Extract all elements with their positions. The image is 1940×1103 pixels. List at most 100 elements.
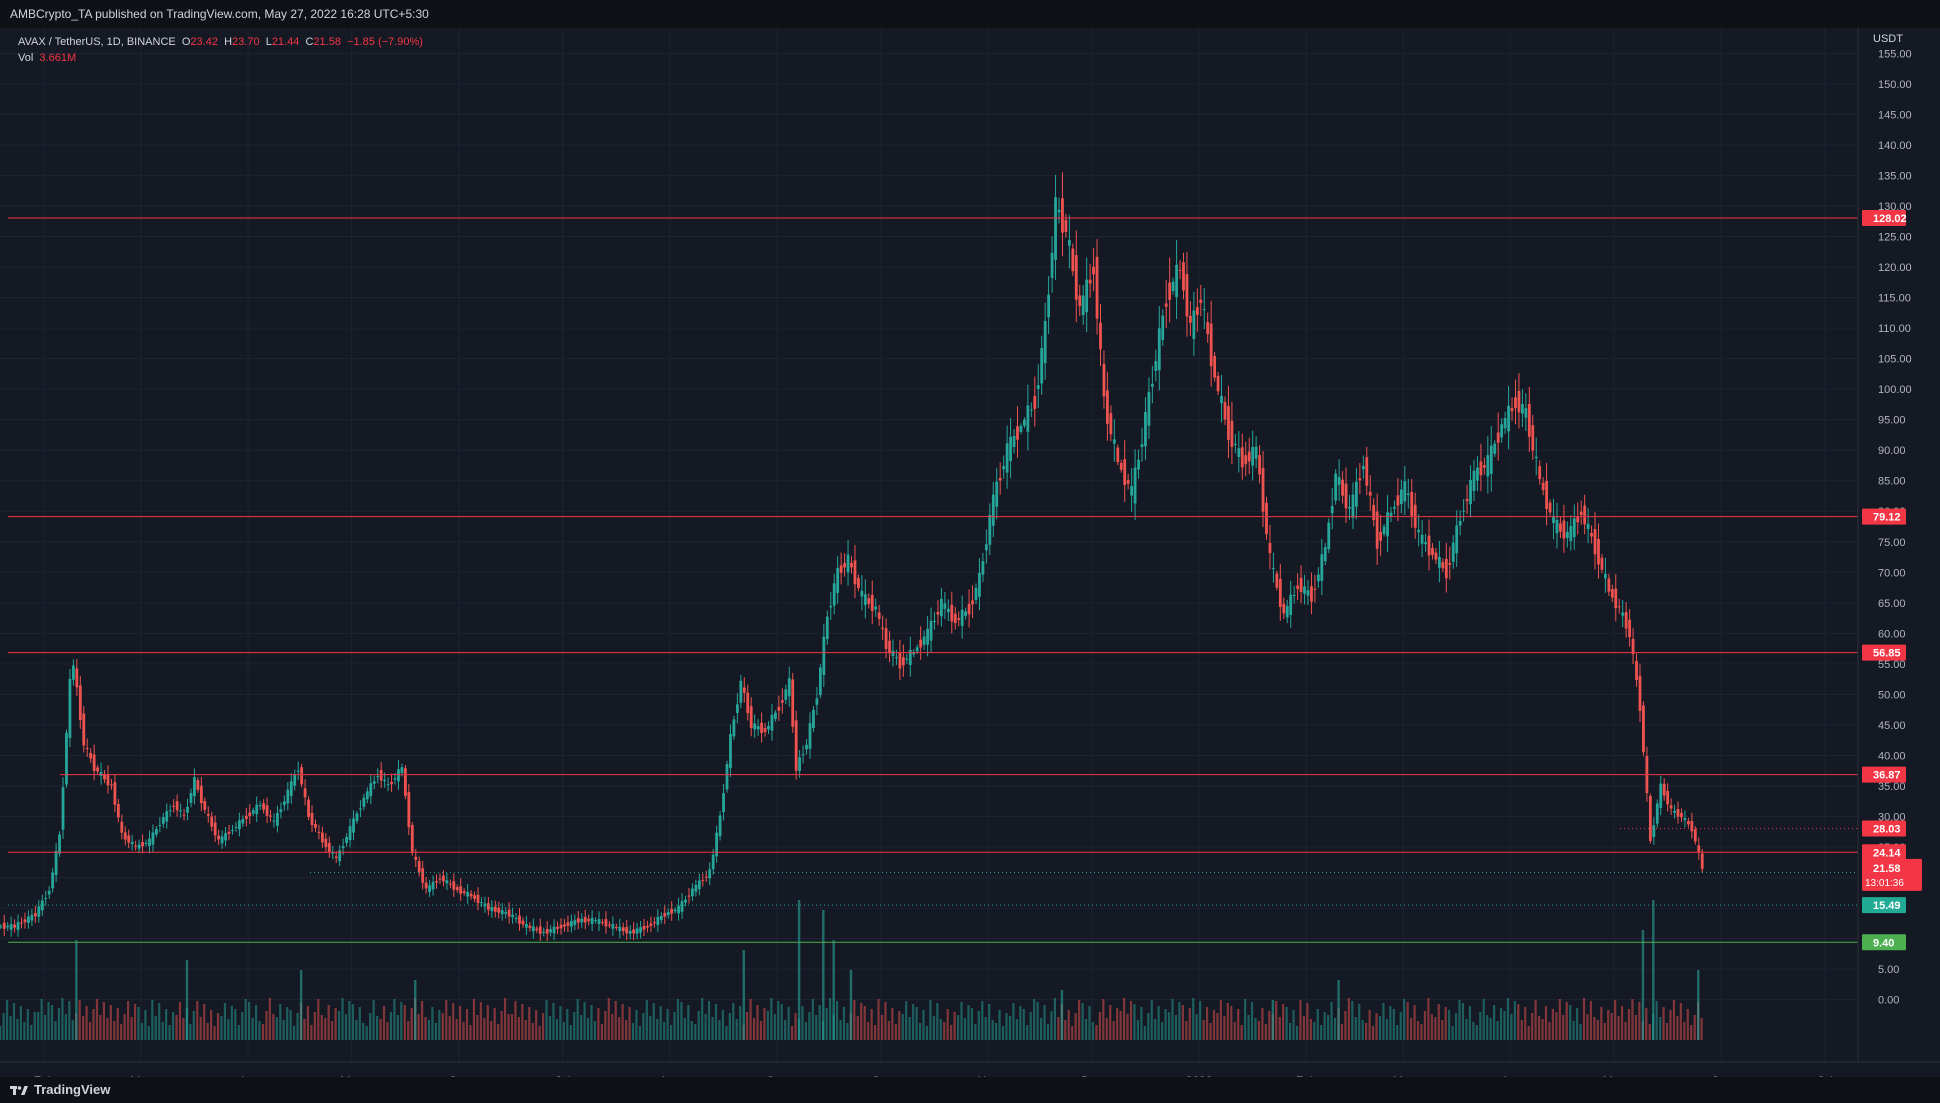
candle-body — [262, 803, 265, 810]
volume-bar — [704, 1014, 707, 1040]
volume-bar — [559, 1006, 562, 1040]
candle-body — [791, 679, 795, 727]
candle-body — [20, 922, 23, 924]
candle-body — [1403, 481, 1407, 502]
volume-bar — [728, 1013, 731, 1040]
candle-body — [1344, 483, 1348, 509]
volume-bar — [334, 1008, 337, 1040]
candle-body — [1029, 409, 1033, 411]
candle-body — [545, 928, 549, 934]
candle-body — [525, 923, 528, 928]
volume-bar — [1309, 1019, 1312, 1040]
candle-body — [1642, 705, 1645, 753]
candle-body — [1268, 542, 1272, 554]
volume-bar — [1375, 1013, 1378, 1040]
candle-body — [158, 825, 162, 827]
candle-body — [857, 577, 860, 588]
volume-bar — [23, 1022, 26, 1040]
candle-body — [507, 909, 511, 917]
candle-body — [1130, 486, 1134, 496]
candle-body — [922, 636, 926, 645]
candle-body — [573, 920, 577, 925]
volume-bar — [465, 1009, 469, 1040]
volume-bar — [1067, 1010, 1070, 1040]
chart-area[interactable]: USDT 155.00 150.00 145.00 140.00 135.00 130.00… — [0, 28, 1940, 1077]
candle-body — [58, 834, 61, 854]
volume-bar — [586, 1018, 590, 1040]
volume-bar — [548, 1016, 552, 1040]
candle-body — [1033, 396, 1037, 409]
candle-body — [1666, 790, 1670, 805]
volume-bar — [1513, 1001, 1516, 1040]
candle-body — [37, 906, 41, 917]
volume-bar — [1116, 1008, 1119, 1040]
volume-bar — [569, 1025, 572, 1040]
volume-bar — [503, 998, 507, 1040]
candle-body — [687, 895, 691, 897]
volume-bar — [106, 1018, 109, 1040]
symbol-label[interactable]: AVAX / TetherUS, 1D, BINANCE — [18, 36, 176, 48]
volume-bar — [455, 1019, 458, 1040]
tradingview-logo[interactable]: TradingView — [10, 1082, 110, 1097]
volume-bar — [856, 1016, 859, 1040]
volume-bar — [1105, 1018, 1108, 1040]
volume-bar — [1154, 1019, 1157, 1040]
volume-bar — [1693, 1015, 1696, 1040]
volume-bar — [1192, 998, 1195, 1040]
volume-bar — [279, 1004, 282, 1040]
candle-body — [1144, 412, 1147, 447]
candle-body — [919, 639, 923, 648]
candle-body — [1368, 491, 1372, 496]
volume-bar — [1226, 1003, 1229, 1040]
volume-bar — [790, 1026, 794, 1040]
candle-body — [1393, 506, 1396, 509]
candle-body — [161, 817, 165, 824]
candle-body — [1486, 455, 1490, 477]
candle-body — [276, 812, 279, 826]
candle-body — [639, 927, 642, 933]
candle-body — [1002, 466, 1006, 470]
candle-body — [324, 838, 328, 848]
candle-body — [1604, 573, 1607, 579]
volume-bar — [663, 1022, 666, 1040]
volume-bar — [310, 1025, 313, 1040]
candle-body — [61, 787, 65, 830]
volume-bar — [1306, 1003, 1309, 1040]
candle-body — [1195, 307, 1199, 315]
candle-body — [1061, 198, 1064, 233]
volume-bar — [981, 1001, 984, 1040]
volume-bar — [1558, 999, 1561, 1040]
volume-bar — [331, 1021, 334, 1040]
y-tick-label: 35.00 — [1878, 781, 1906, 793]
volume-legend: Vol 3.661M — [18, 50, 423, 66]
candle-body — [1476, 467, 1479, 481]
candle-body — [594, 920, 597, 922]
candle-body — [134, 845, 138, 847]
volume-bar — [220, 1016, 223, 1040]
volume-bar — [379, 1019, 382, 1040]
volume-bar — [943, 1022, 946, 1040]
volume-bar — [718, 1020, 721, 1040]
candlestick-chart[interactable]: USDT 155.00 150.00 145.00 140.00 135.00 130.00… — [0, 28, 1940, 1077]
candle-body — [518, 915, 521, 924]
volume-bar — [88, 1022, 92, 1040]
candle-body — [659, 916, 663, 920]
volume-label: Vol — [18, 52, 34, 64]
candle-body — [936, 611, 940, 615]
volume-bar — [120, 1024, 123, 1040]
volume-bar — [953, 1012, 956, 1040]
volume-bar — [265, 1011, 268, 1040]
candle-body — [1254, 446, 1258, 459]
candle-body — [1223, 402, 1227, 420]
volume-bar — [891, 1008, 894, 1040]
volume-bar-spike — [185, 960, 189, 1040]
candle-body — [1233, 443, 1237, 445]
volume-bar — [860, 1003, 863, 1040]
volume-bar — [683, 1018, 686, 1040]
volume-bar — [407, 1021, 410, 1040]
volume-bar — [974, 1024, 977, 1040]
candle-body — [1019, 425, 1023, 432]
candle-body — [89, 752, 93, 759]
volume-bar — [1001, 1026, 1005, 1040]
volume-bar — [676, 999, 680, 1040]
